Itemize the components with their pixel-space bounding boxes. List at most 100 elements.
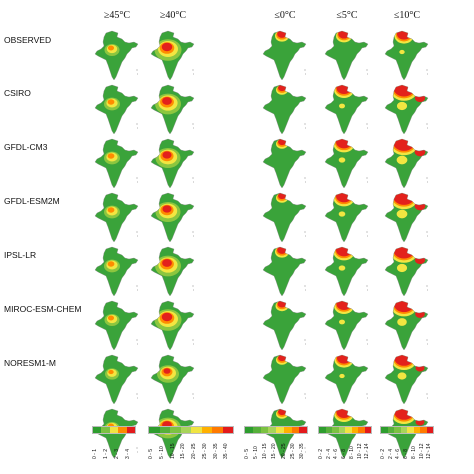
map-r3-c1 — [148, 192, 198, 244]
legend-cold-10-tick: 4 - 6 — [395, 448, 402, 459]
legend-hot-40-swatch — [180, 427, 191, 433]
legend-hot-40-swatch — [212, 427, 223, 433]
map-r0-c1 — [148, 30, 198, 82]
legend-hot-45-tick: 3 - 4 — [125, 448, 131, 459]
legend-hot-40-tick: 15 - 20 — [180, 443, 187, 459]
row-label-3: GFDL-ESM2M — [4, 196, 60, 206]
legend-cold-10-swatch — [387, 427, 394, 433]
map-r4-c2 — [260, 246, 310, 298]
map-r3-c4 — [382, 192, 432, 244]
legend-hot-40-tick: 5 - 10 — [158, 446, 165, 459]
legend-cold-10-colorbar — [380, 426, 434, 434]
legend-cold-5-tick: 8 - 10 — [348, 446, 355, 459]
legend-cold-5-swatch — [319, 427, 326, 433]
legend-hot-40: 0 - 5 5 - 10 10 - 15 15 - 20 20 - 25 25 - 30 3… — [148, 426, 234, 459]
legend-hot-45-swatch — [109, 427, 119, 433]
row-label-2: GFDL-CM3 — [4, 142, 48, 152]
map-r3-c3 — [322, 192, 372, 244]
map-r6-c4 — [382, 354, 432, 406]
map-r0-c0 — [92, 30, 142, 82]
legend-hot-40-swatch — [191, 427, 202, 433]
legend-cold-0-swatch — [252, 427, 261, 433]
legend-hot-40-tick: 10 - 15 — [169, 443, 176, 459]
column-header-2: ≤0°C — [274, 10, 296, 21]
legend-cold-0-tick: 25 - 30 — [289, 443, 296, 459]
legend-cold-0-swatch — [276, 427, 284, 433]
legend-cold-0-swatch — [245, 427, 253, 433]
legend-cold-10-tick: 12 - 14 — [426, 443, 433, 459]
legend-cold-10-tick: 6 - 8 — [403, 448, 410, 459]
map-r1-c2 — [260, 84, 310, 136]
map-r0-c2 — [260, 30, 310, 82]
legend-hot-40-swatch — [170, 427, 181, 433]
legend-cold-0-tick: 15 - 20 — [271, 443, 278, 459]
row-label-0: OBSERVED — [4, 35, 52, 45]
map-r5-c3 — [322, 300, 372, 352]
map-r2-c3 — [322, 138, 372, 190]
legend-cold-0-swatch — [283, 427, 292, 433]
legend-cold-0-tick: 30 - 35 — [298, 443, 305, 459]
legend-hot-40-swatch — [201, 427, 212, 433]
legend-hot-40-tick: 20 - 25 — [191, 443, 197, 459]
column-header-1: ≥40°C — [159, 10, 187, 21]
legend-cold-5-swatch — [364, 427, 371, 433]
legend-hot-40-tick: 30 - 35 — [212, 443, 219, 459]
legend-hot-40-tick: 0 - 5 — [148, 448, 154, 459]
column-header-3: ≤5°C — [336, 10, 358, 21]
legend-cold-0-tick: 0 - 5 — [244, 448, 250, 459]
map-r0-c3 — [322, 30, 372, 82]
map-r5-c2 — [260, 300, 310, 352]
legend-hot-40-swatch — [159, 427, 170, 433]
map-r5-c1 — [148, 300, 198, 352]
legend-cold-0-swatch — [268, 427, 276, 433]
map-r2-c4 — [382, 138, 432, 190]
map-r1-c1 — [148, 84, 198, 136]
legend-hot-45-tick: 2 - 3 — [114, 448, 120, 459]
column-header-4: ≤10°C — [393, 10, 421, 21]
legend-hot-45: 0 - 1 1 - 2 2 - 3 3 - 4 — [92, 426, 136, 459]
legend-cold-5-swatch — [338, 427, 345, 433]
legend-cold-10-swatch — [407, 427, 414, 433]
legend-cold-10-tick: 8 - 10 — [410, 446, 417, 459]
legend-cold-10-swatch — [400, 427, 407, 433]
legend-cold-5-swatch — [332, 427, 339, 433]
legend-cold-5-tick: 4 - 6 — [333, 448, 340, 459]
legend-cold-0-tick: 20 - 25 — [280, 443, 287, 459]
legend-cold-5-tick: 6 - 8 — [341, 448, 348, 459]
legend-cold-5-swatch — [351, 427, 358, 433]
legend-cold-5-tick: 0 - 2 — [318, 448, 324, 459]
row-label-5: MIROC-ESM-CHEM — [4, 304, 82, 314]
legend-cold-10-tick: 0 - 2 — [380, 448, 386, 459]
legend-cold-10-swatch — [394, 427, 401, 433]
map-r5-c0 — [92, 300, 142, 352]
legend-hot-40-tick: 35 - 40 — [223, 443, 230, 459]
legend-cold-5-swatch — [345, 427, 352, 433]
map-r0-c4 — [382, 30, 432, 82]
column-header-0: ≥45°C — [103, 10, 131, 21]
legend-hot-45-swatch — [93, 427, 102, 433]
map-r6-c2 — [260, 354, 310, 406]
map-r2-c0 — [92, 138, 142, 190]
legend-cold-5-tick: 12 - 14 — [364, 443, 371, 459]
legend-cold-0-swatch — [291, 427, 300, 433]
map-r3-c2 — [260, 192, 310, 244]
legend-hot-40-swatch — [149, 427, 160, 433]
map-r3-c0 — [92, 192, 142, 244]
row-label-6: NORESM1-M — [4, 358, 56, 368]
legend-cold-0-tick: 5 - 10 — [253, 446, 260, 459]
map-r4-c0 — [92, 246, 142, 298]
legend-hot-45-swatch — [126, 427, 136, 433]
map-r2-c2 — [260, 138, 310, 190]
legend-cold-5-swatch — [325, 427, 332, 433]
legend-cold-5-colorbar — [318, 426, 372, 434]
map-r4-c4 — [382, 246, 432, 298]
map-r1-c0 — [92, 84, 142, 136]
row-label-4: IPSL-LR — [4, 250, 37, 260]
legend-hot-45-swatch — [118, 427, 127, 433]
map-r4-c3 — [322, 246, 372, 298]
legend-cold-10-swatch — [420, 427, 427, 433]
row-label-1: CSIRO — [4, 88, 31, 98]
